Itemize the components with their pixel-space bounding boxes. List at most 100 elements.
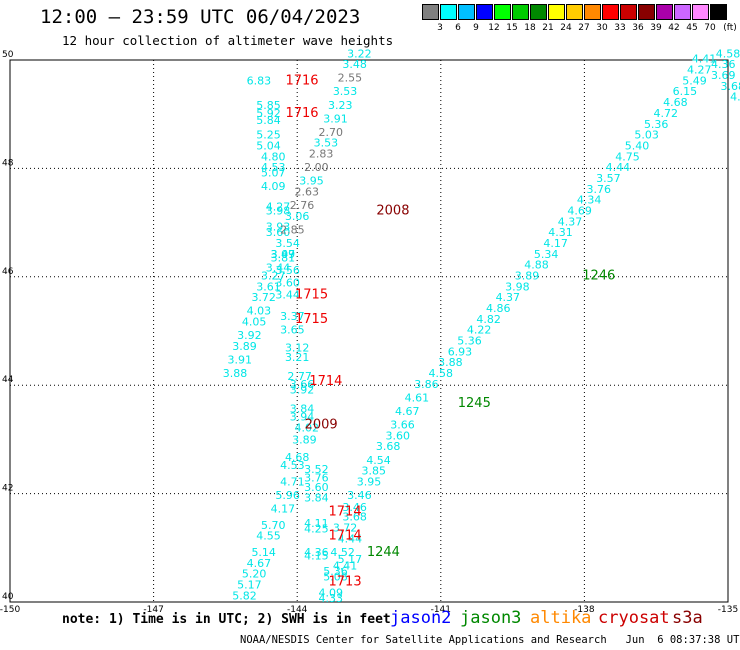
satellite-altika: altika [530, 608, 592, 628]
wave-height-point: 4.41 [333, 559, 358, 572]
wave-height-point: 3.60 [385, 429, 410, 442]
y-tick-label: 48 [2, 158, 14, 168]
wave-height-point: 4.52 [330, 546, 355, 559]
wave-height-point: 4.53 [730, 91, 740, 104]
x-tick-label: -147 [143, 605, 163, 615]
wave-height-point: 3.66 [390, 419, 415, 432]
y-tick-label: 50 [2, 50, 14, 60]
wave-height-point: 3.85 [362, 465, 387, 478]
grid-lines [10, 60, 728, 602]
legend-swatch [566, 4, 583, 20]
wave-height-point: 5.40 [625, 139, 650, 152]
wave-height-point: 5.04 [256, 139, 281, 152]
wave-height-point: 3.91 [228, 354, 253, 367]
wave-height-point: 2.70 [318, 126, 343, 139]
wave-height-point: 3.89 [515, 270, 540, 283]
wave-height-point: 5.20 [242, 568, 267, 581]
wave-height-point: 3.88 [223, 367, 248, 380]
wave-height-point: 3.84 [290, 402, 315, 415]
wave-height-point: 3.52 [304, 463, 329, 476]
legend-swatch [476, 4, 493, 20]
legend-label: 30 [596, 23, 608, 33]
wave-height-point: 3.48 [342, 58, 367, 71]
wave-height-point: 2.63 [295, 186, 320, 199]
pass-time-label: 1713 [329, 575, 362, 590]
wave-height-point: 5.36 [644, 118, 669, 131]
plot-frame [9, 59, 729, 603]
wave-height-point: 3.22 [347, 47, 372, 60]
wave-height-point: 5.49 [682, 74, 707, 87]
wave-height-point: 3.54 [275, 237, 300, 250]
x-tick-label: -138 [574, 605, 595, 615]
satellite-s3a: s3a [672, 608, 703, 628]
wave-height-point: 6.15 [673, 85, 698, 98]
wave-height-point: 5.34 [534, 248, 559, 261]
pass-time-label: 2008 [376, 203, 409, 218]
wave-height-point: 3.60 [275, 277, 300, 290]
wave-height-point: 6.93 [448, 345, 473, 358]
wave-height-point: 3.98 [266, 204, 291, 217]
wave-height-point: 3.09 [271, 248, 296, 261]
wave-height-point: 3.12 [285, 342, 310, 355]
wave-height-point: 5.36 [457, 335, 482, 348]
wave-height-point: 4.02 [295, 421, 320, 434]
chart-title: 12:00 – 23:59 UTC 06/04/2023 [40, 6, 361, 28]
wave-height-point: 3.94 [290, 410, 315, 423]
pass-time-label: 1715 [295, 312, 328, 327]
wave-height-point: 5.03 [634, 129, 659, 142]
legend-label: 27 [578, 23, 590, 33]
satellite-jason3: jason3 [460, 608, 522, 628]
y-tick-label: 46 [2, 267, 14, 277]
wave-height-point: 3.76 [304, 472, 329, 485]
wave-height-point: 4.72 [654, 107, 679, 120]
wave-height-point: 4.68 [285, 451, 310, 464]
pass-time-label: 1244 [367, 545, 400, 560]
chart-subtitle: 12 hour collection of altimeter wave hei… [62, 33, 394, 48]
wave-height-point: 3.56 [275, 264, 300, 277]
wave-height-point: 3.57 [596, 172, 621, 185]
x-tick-label: -144 [287, 605, 308, 615]
wave-height-point: 3.89 [292, 434, 317, 447]
pass-time-label: 1714 [309, 374, 342, 389]
legend-label: 3 [437, 23, 443, 33]
x-tick-label: -141 [431, 605, 451, 615]
legend-label: 70 [704, 23, 716, 33]
wave-height-point: 5.96 [275, 489, 300, 502]
y-tick-label: 44 [2, 375, 14, 385]
legend-label: 24 [560, 23, 572, 33]
wave-height-point: 3.23 [328, 99, 353, 112]
wave-height-point: 4.34 [577, 194, 602, 207]
wave-height-point: 4.05 [242, 316, 267, 329]
pass-time-label: 1714 [329, 504, 362, 519]
legend-label: 36 [632, 23, 644, 33]
wave-height-point: 3.89 [232, 340, 257, 353]
legend-label: 12 [488, 23, 500, 33]
wave-height-point: 2.85 [280, 223, 305, 236]
wave-height-point: 4.75 [615, 150, 640, 163]
wave-height-point: 3.37 [280, 310, 305, 323]
legend-swatch [638, 4, 655, 20]
wave-height-point: 4.36 [304, 546, 329, 559]
wave-height-point: 4.15 [304, 550, 329, 563]
wave-height-point: 4.27 [687, 64, 712, 77]
pass-time-label: 1714 [329, 529, 362, 544]
wave-height-point: 4.41 [692, 53, 717, 66]
wave-height-point: 4.68 [663, 96, 688, 109]
satellite-jason2: jason2 [390, 608, 452, 628]
legend-swatch [710, 4, 727, 20]
wave-height-point: 4.53 [261, 161, 286, 174]
legend-label: 33 [614, 23, 626, 33]
wave-height-point: 3.81 [271, 252, 296, 265]
wave-height-point: 4.86 [486, 302, 511, 315]
wave-height-point: 3.44 [275, 288, 300, 301]
wave-height-point: 4.09 [261, 180, 286, 193]
wave-height-point: 5.25 [256, 129, 281, 142]
wave-height-point: 5.17 [338, 553, 363, 566]
credit-line: NOAA/NESDIS Center for Satellite Applica… [240, 634, 740, 646]
wave-height-point: 3.76 [587, 183, 612, 196]
pass-time-label: 1245 [458, 396, 491, 411]
legend-swatch [422, 4, 439, 20]
wave-height-point: 5.84 [256, 114, 281, 127]
wave-height-point: 2.83 [309, 148, 334, 161]
legend-swatch [692, 4, 709, 20]
